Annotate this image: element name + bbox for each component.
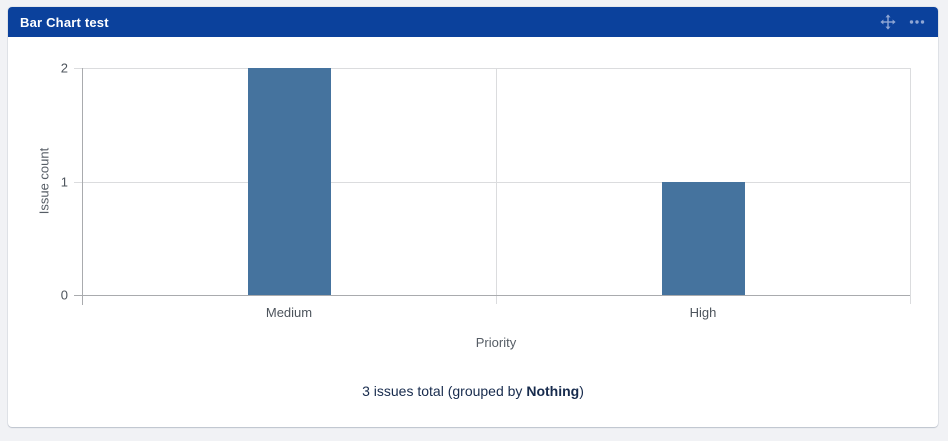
chart-summary-prefix: 3 issues total (grouped by (362, 383, 527, 399)
x-category-label: Medium (265, 305, 313, 320)
gadget-title: Bar Chart test (20, 14, 109, 30)
plot-area: Priority 0 1 2 Medium High (61, 61, 911, 350)
y-tick-label: 1 (60, 174, 68, 189)
chart-summary-groupby: Nothing (526, 383, 580, 399)
bar-chart-gadget: Bar Chart test (8, 7, 938, 427)
y-axis-line (82, 68, 83, 305)
more-options-icon[interactable] (908, 13, 926, 31)
bar-high[interactable] (661, 181, 745, 295)
x-axis-title: Priority (475, 335, 517, 350)
v-gridline (496, 68, 497, 304)
bar-medium[interactable] (247, 68, 331, 295)
y-tick-label: 2 (60, 60, 68, 76)
v-gridline (910, 68, 911, 304)
chart-summary: 3 issues total (grouped by Nothing) (8, 383, 938, 399)
move-icon[interactable] (879, 13, 897, 31)
y-tick-label: 0 (60, 287, 68, 303)
chart-summary-suffix: ) (579, 383, 584, 399)
x-category-label: High (689, 305, 717, 320)
gadget-header-actions (879, 13, 926, 31)
gadget-header: Bar Chart test (8, 7, 938, 37)
gridline (74, 68, 910, 69)
gridline (74, 181, 910, 183)
x-axis-line (74, 295, 910, 296)
